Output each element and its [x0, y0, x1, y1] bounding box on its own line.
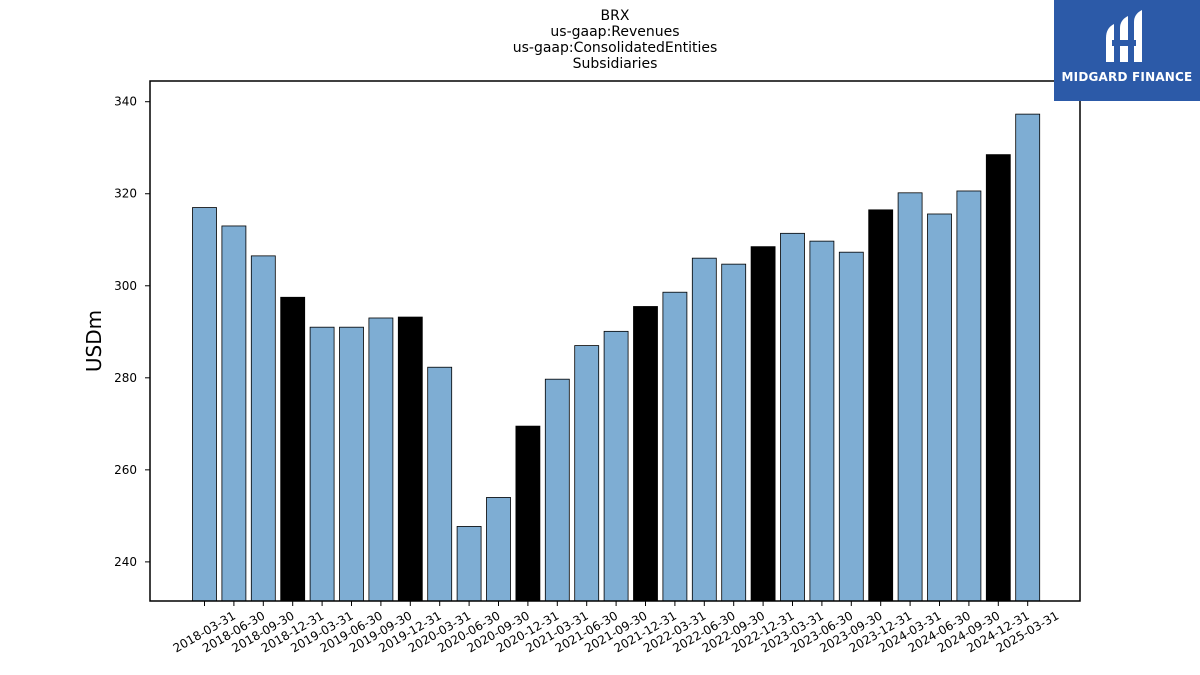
bar-2023-12-31: [868, 209, 894, 602]
chart-title: BRXus-gaap:Revenuesus-gaap:ConsolidatedE…: [513, 8, 718, 72]
bar-2020-09-30: [486, 497, 511, 602]
bar-2022-06-30: [691, 257, 717, 602]
bar-2020-06-30: [456, 526, 482, 602]
bar-2019-09-30: [368, 317, 394, 602]
y-tick-label: 340: [114, 95, 137, 109]
bar-2018-03-31: [192, 207, 217, 602]
bars: [192, 113, 1041, 602]
title-line-3: Subsidiaries: [573, 56, 658, 72]
bar-2021-06-30: [574, 345, 600, 602]
bar-2019-03-31: [309, 326, 335, 602]
bar-2023-06-30: [809, 240, 835, 602]
bar-2021-03-31: [544, 378, 570, 602]
y-tick-label: 240: [114, 555, 137, 569]
bar-2025-03-31: [1015, 113, 1041, 602]
bar-2022-09-30: [721, 263, 747, 602]
bar-2024-12-31: [985, 154, 1011, 602]
bar-2024-03-31: [897, 192, 923, 602]
bar-2024-09-30: [956, 190, 982, 602]
title-line-1: us-gaap:Revenues: [550, 24, 679, 40]
logo-text: MIDGARD FINANCE: [1061, 70, 1193, 84]
title-line-2: us-gaap:ConsolidatedEntities: [513, 40, 718, 56]
bar-2021-12-31: [633, 306, 658, 602]
bar-2018-12-31: [280, 296, 306, 602]
bar-2019-06-30: [339, 326, 364, 602]
y-axis: 240 260 280 300 320 340: [114, 95, 150, 569]
bar-2022-12-31: [750, 246, 776, 602]
y-tick-label: 280: [114, 371, 137, 385]
bar-2023-09-30: [838, 251, 864, 602]
bar-2018-06-30: [221, 225, 247, 602]
y-tick-label: 260: [114, 463, 137, 477]
plot-frame: [149, 80, 1081, 602]
x-axis: 2018-03-312018-06-302018-09-302018-12-31…: [171, 601, 1061, 655]
bar-2020-12-31: [515, 425, 541, 602]
bar-2020-03-31: [427, 366, 453, 602]
bar-2018-09-30: [250, 255, 276, 602]
bar-2024-06-30: [927, 213, 952, 602]
midgard-finance-logo: MIDGARD FINANCE: [1054, 0, 1200, 101]
bar-2021-09-30: [603, 330, 629, 602]
bar-2019-12-31: [397, 316, 423, 602]
y-axis-label: USDm: [82, 310, 106, 372]
midgard-logo-icon: [1106, 10, 1142, 62]
y-tick-label: 300: [114, 279, 137, 293]
y-tick-label: 320: [114, 187, 137, 201]
bar-2023-03-31: [780, 232, 805, 602]
title-line-0: BRX: [601, 8, 630, 24]
bar-2022-03-31: [662, 291, 688, 602]
